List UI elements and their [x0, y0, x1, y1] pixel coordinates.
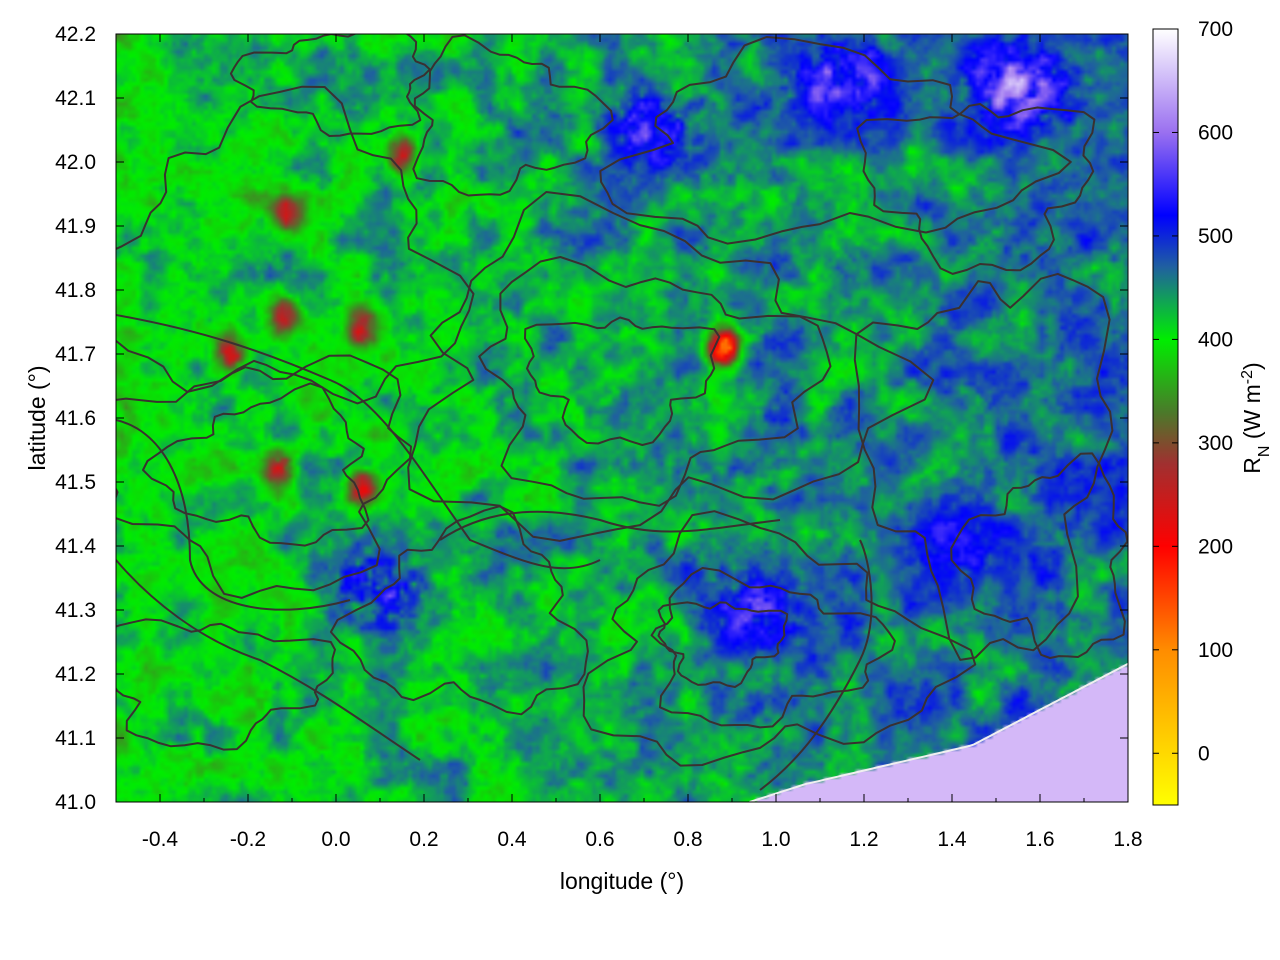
contour-line	[524, 316, 721, 446]
y-axis-title: latitude (°)	[24, 365, 50, 470]
contour-line	[657, 601, 789, 688]
colorbar-gradient	[1152, 28, 1179, 806]
x-tick-label: 1.2	[849, 828, 878, 851]
contour-line	[116, 314, 601, 570]
colorbar-tick-label: 300	[1198, 432, 1233, 455]
contour-line	[116, 419, 351, 611]
x-tick-label: 0.4	[497, 828, 527, 851]
y-tick-label: 41.5	[55, 471, 96, 494]
contour-lines	[116, 34, 1128, 791]
y-tick-label: 41.3	[55, 599, 96, 622]
contour-line	[439, 510, 781, 541]
y-tick-label: 41.2	[55, 663, 96, 686]
heatmap-field	[116, 34, 1128, 802]
colorbar-tick-label: 600	[1198, 121, 1233, 144]
contour-line	[407, 191, 935, 542]
contour-line	[650, 567, 896, 729]
colorbar: 0 100 200 300 400 500 600 700 RN (W m-2)	[1152, 18, 1273, 806]
contour-line	[856, 103, 1096, 275]
y-tick-label: 41.7	[55, 343, 96, 366]
contour-line	[582, 510, 977, 767]
x-axis-title: longitude (°)	[560, 868, 684, 894]
x-axis: -0.4 -0.2 0.0 0.2 0.4 0.6 0.8 1.0 1.2 1.4 1.6 1.8	[115, 34, 1143, 851]
x-tick-label: 0.6	[585, 828, 614, 851]
contour-line	[478, 256, 832, 507]
x-tick-label: -0.4	[142, 828, 179, 851]
x-tick-label: -0.2	[230, 828, 266, 851]
y-tick-label: 42.0	[55, 151, 96, 174]
contour-line	[759, 539, 873, 791]
colorbar-tick-label: 400	[1198, 328, 1233, 351]
x-tick-label: 1.0	[761, 828, 790, 851]
contour-line	[116, 85, 475, 405]
y-tick-label: 41.0	[55, 791, 96, 814]
sea-region	[749, 662, 1128, 802]
y-tick-label: 41.8	[55, 279, 96, 302]
x-tick-label: 0.2	[409, 828, 438, 851]
contour-line	[412, 34, 614, 197]
contour-line	[142, 382, 370, 547]
x-tick-label: 1.4	[937, 828, 967, 851]
colorbar-ticks: 0 100 200 300 400 500 600 700	[1153, 18, 1233, 765]
x-tick-label: 0.0	[321, 828, 350, 851]
contour-line	[329, 505, 589, 716]
contour-line	[116, 559, 421, 761]
y-axis: 41.0 41.1 41.2 41.3 41.4 41.5 41.6 41.7 41.8 41.9…	[55, 23, 1128, 814]
y-tick-label: 42.2	[55, 23, 96, 46]
plot-area	[116, 34, 1128, 802]
x-tick-label: 0.8	[673, 828, 702, 851]
contour-line	[599, 36, 1072, 245]
colorbar-tick-label: 100	[1198, 639, 1233, 662]
colorbar-title: RN (W m-2)	[1239, 362, 1273, 473]
y-tick-label: 41.6	[55, 407, 96, 430]
x-tick-label: 1.8	[1113, 828, 1142, 851]
colorbar-tick-label: 0	[1198, 742, 1210, 765]
y-tick-label: 41.4	[55, 535, 96, 558]
colorbar-tick-label: 500	[1198, 225, 1233, 248]
colorbar-tick-label: 700	[1198, 18, 1233, 41]
contour-line	[116, 354, 412, 599]
x-tick-label: 1.6	[1025, 828, 1054, 851]
y-tick-label: 41.1	[55, 727, 96, 750]
contour-line	[229, 34, 431, 137]
colorbar-tick-label: 200	[1198, 535, 1233, 558]
y-tick-label: 41.9	[55, 215, 96, 238]
y-tick-label: 42.1	[55, 87, 96, 110]
contour-line	[950, 452, 1128, 659]
coastline	[749, 662, 1128, 802]
contour-line	[116, 618, 336, 751]
contour-line	[853, 272, 1114, 661]
